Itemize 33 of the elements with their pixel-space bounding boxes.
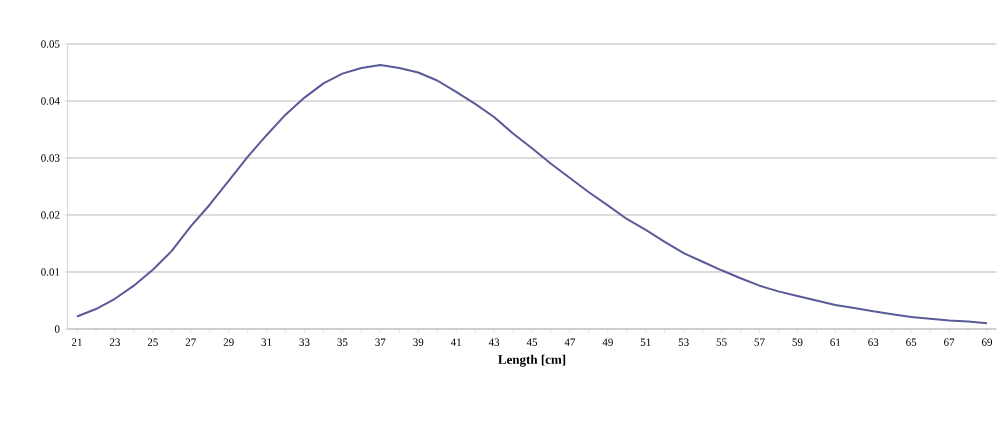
x-tick-label: 61	[830, 338, 841, 346]
x-tick-label: 23	[109, 338, 120, 346]
x-tick-label: 37	[375, 338, 386, 346]
x-tick-label: 35	[337, 338, 348, 346]
y-tick-label: 0.01	[41, 268, 60, 276]
x-tick-label: 57	[754, 338, 765, 346]
x-tick-label: 53	[678, 338, 689, 346]
x-tick-label: 63	[868, 338, 879, 346]
x-tick-label: 67	[944, 338, 955, 346]
x-tick-label: 39	[413, 338, 424, 346]
x-tick-label: 27	[185, 338, 196, 346]
x-tick-label: 21	[71, 338, 82, 346]
x-tick-label: 45	[526, 338, 538, 346]
x-tick-label: 65	[906, 338, 917, 346]
y-tick-label: 0.02	[41, 211, 60, 219]
x-tick-label: 31	[261, 338, 272, 346]
x-tick-label: 25	[147, 338, 158, 346]
y-tick-label: 0.05	[41, 40, 60, 48]
x-tick-label: 59	[792, 338, 803, 346]
line-series	[75, 64, 989, 325]
x-tick-label: 69	[981, 338, 993, 346]
x-tick-label: 43	[488, 338, 500, 346]
x-tick-label: 47	[564, 338, 576, 346]
x-axis-title: Length [cm]	[498, 354, 566, 367]
x-tick-label: 55	[716, 338, 727, 346]
y-tick-label: 0	[54, 325, 60, 333]
y-tick-label: 0.04	[41, 97, 60, 105]
x-tick-label: 33	[299, 338, 310, 346]
y-tick-label: 0.03	[41, 154, 60, 162]
x-tick-label: 49	[602, 338, 613, 346]
x-tick-label: 51	[640, 338, 651, 346]
x-tick-label: 29	[223, 338, 234, 346]
x-tick-label: 41	[450, 338, 461, 346]
